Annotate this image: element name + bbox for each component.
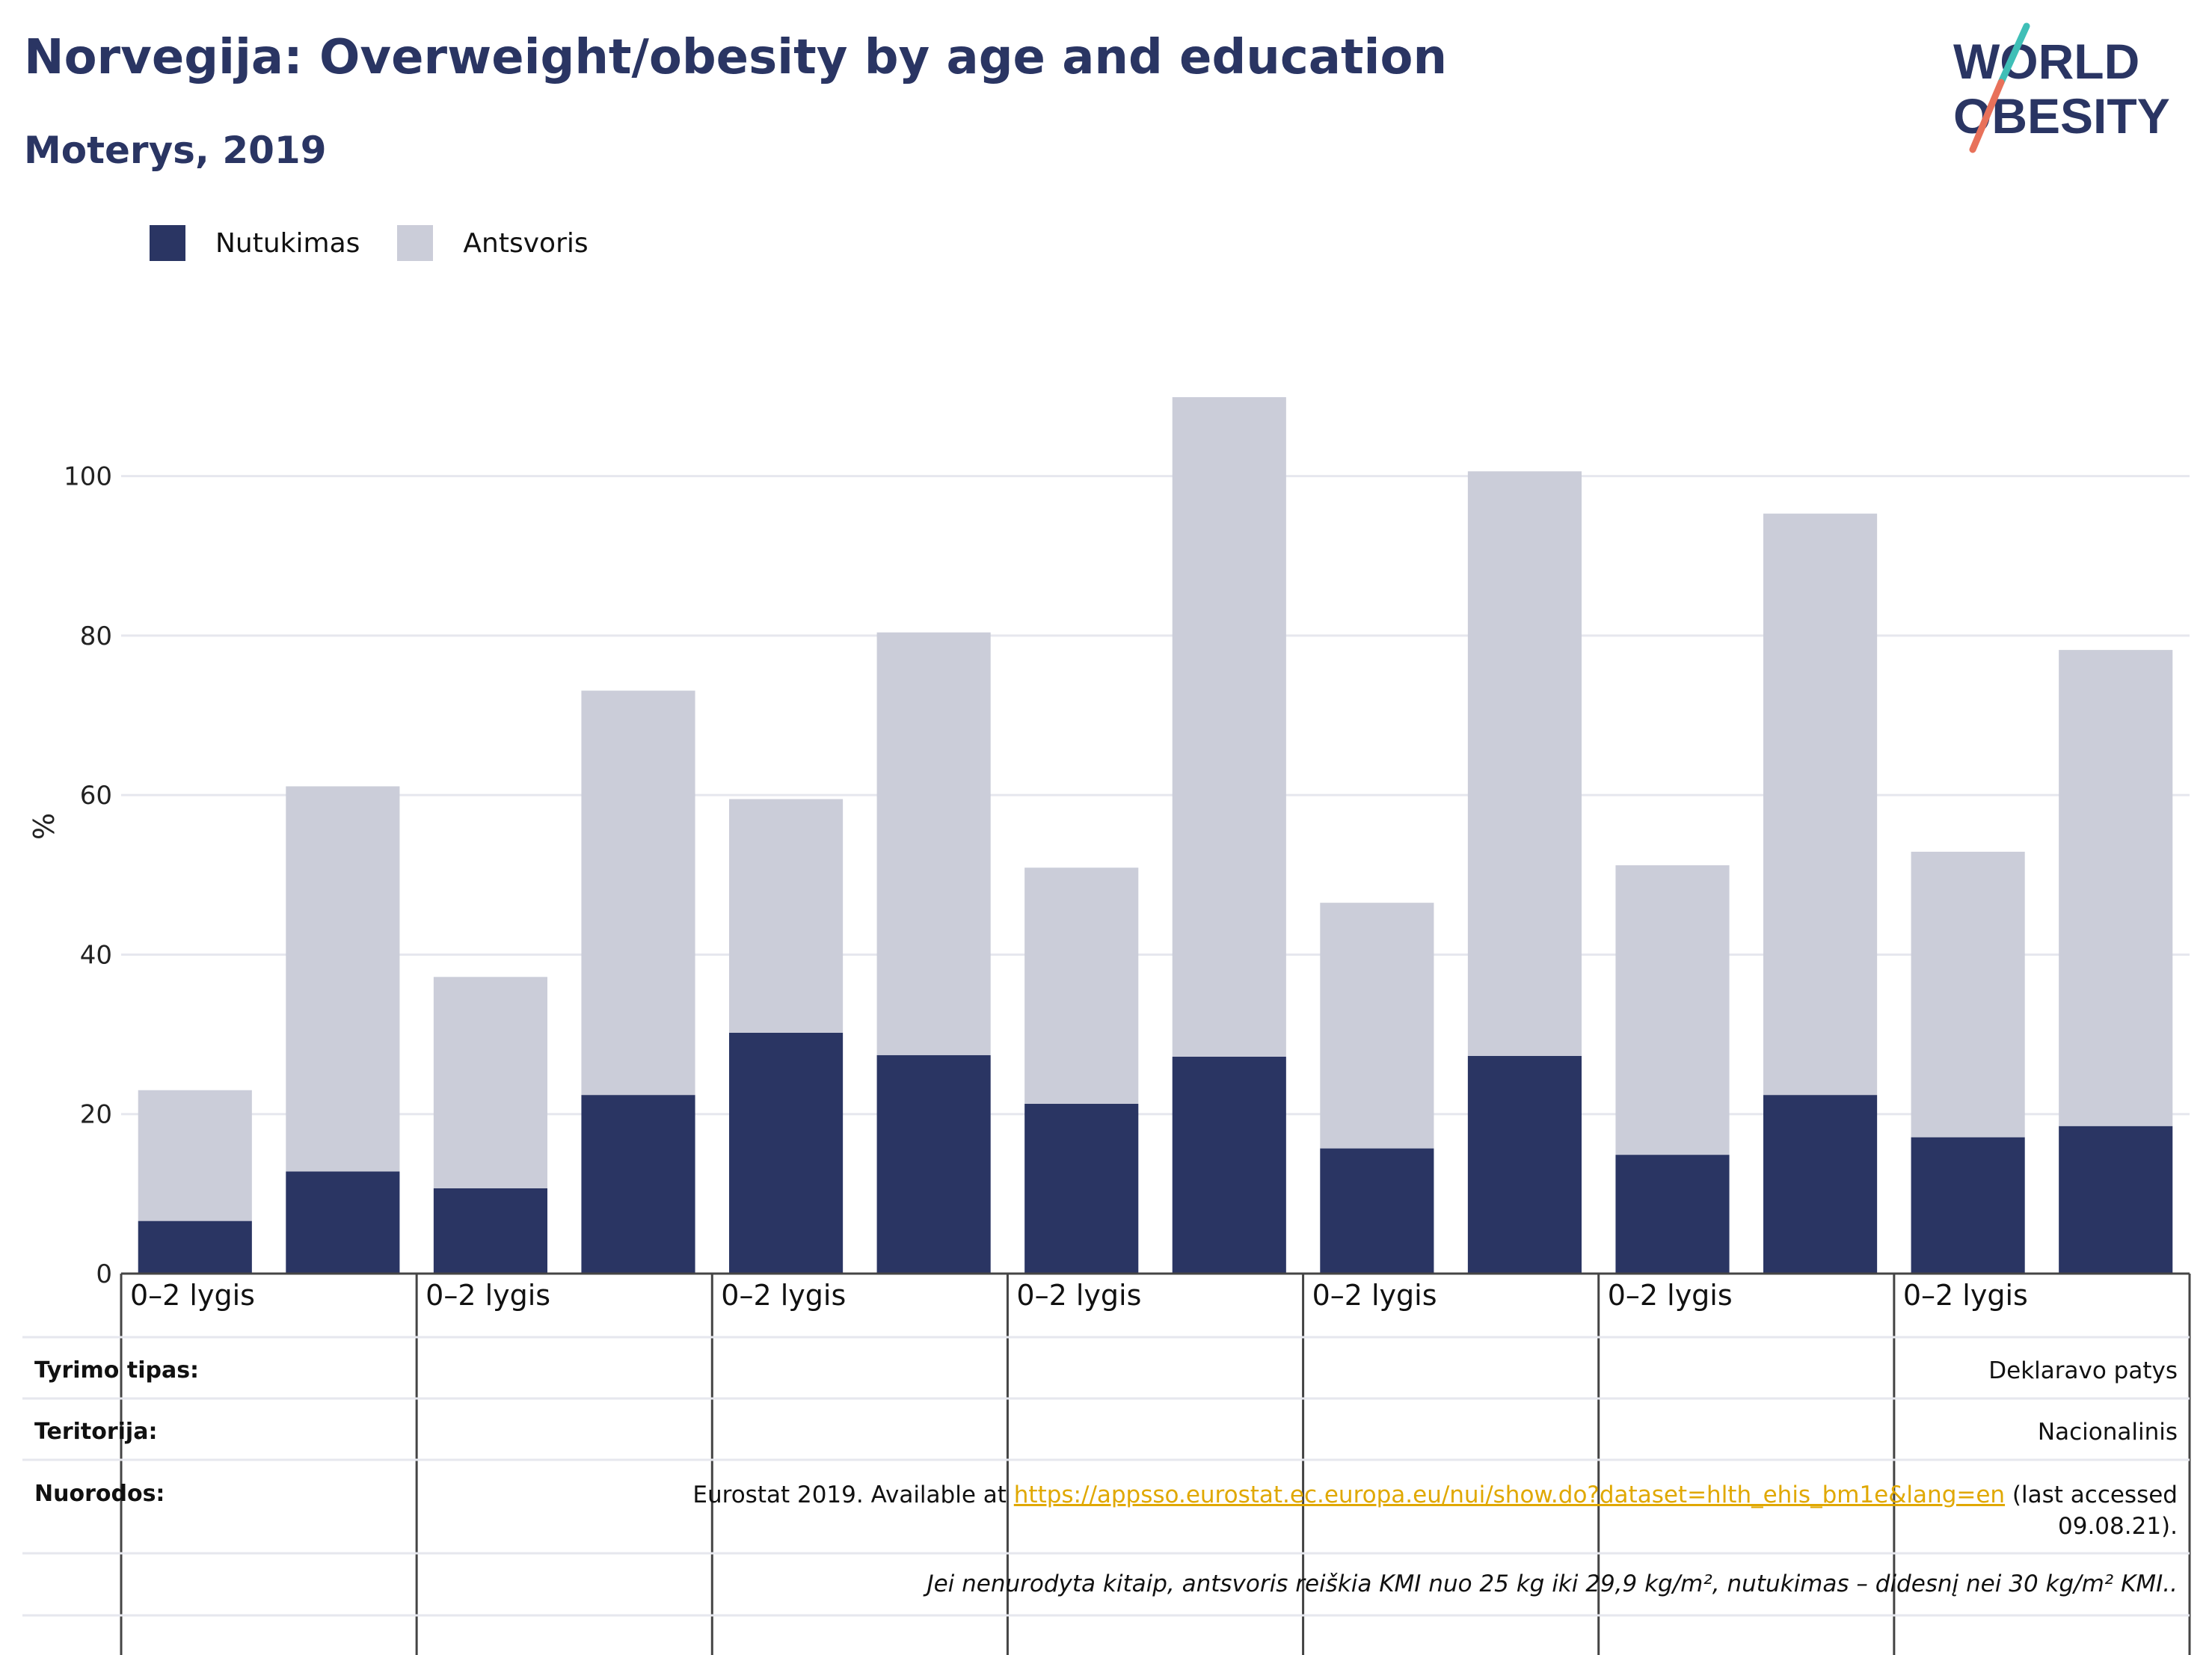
world-obesity-logo: WORLD OBESITY	[1953, 22, 2170, 153]
bar-antsvoris	[1172, 397, 1286, 1057]
references-value: Eurostat 2019. Available at https://apps…	[692, 1479, 2178, 1542]
x-tick-label: 0–2 lygis	[130, 1279, 255, 1312]
bar-nutukimas	[138, 1220, 252, 1274]
bar-antsvoris	[2059, 650, 2173, 1126]
x-tick-label: 0–2 lygis	[1016, 1279, 1141, 1312]
references-label: Nuorodos:	[34, 1481, 165, 1507]
bar-nutukimas	[286, 1171, 400, 1274]
bar-nutukimas	[1763, 1095, 1878, 1274]
y-tick-label: 40	[80, 940, 112, 970]
chart-title: Norvegija: Overweight/obesity by age and…	[24, 30, 1447, 85]
survey-type-value: Deklaravo patys	[1988, 1357, 2178, 1384]
y-axis-label: %	[28, 813, 61, 840]
y-tick-label: 80	[80, 621, 112, 651]
references-date: 09.08.21).	[2058, 1513, 2178, 1540]
legend-item-antsvoris: Antsvoris	[397, 225, 589, 261]
x-tick-label: 0–2 lygis	[425, 1279, 550, 1312]
y-tick-label: 0	[96, 1259, 112, 1289]
x-tick-label: 0–2 lygis	[1608, 1279, 1733, 1312]
references-prefix: Eurostat 2019. Available at	[692, 1481, 1014, 1508]
survey-type-label: Tyrimo tipas:	[34, 1357, 200, 1384]
references-link[interactable]: https://appsso.eurostat.ec.europa.eu/nui…	[1013, 1481, 2006, 1508]
legend-label-nutukimas: Nutukimas	[215, 227, 360, 259]
bar-antsvoris	[1615, 865, 1730, 1155]
bar-antsvoris	[1320, 903, 1434, 1149]
bar-nutukimas	[1911, 1137, 2025, 1274]
bar-antsvoris	[876, 632, 991, 1055]
y-tick-label: 20	[80, 1100, 112, 1130]
bar-nutukimas	[1172, 1056, 1286, 1274]
y-tick-label: 60	[80, 781, 112, 811]
bar-antsvoris	[581, 690, 695, 1096]
bar-antsvoris	[286, 786, 400, 1172]
bar-antsvoris	[1911, 851, 2025, 1137]
legend-label-antsvoris: Antsvoris	[463, 227, 589, 259]
legend-swatch-antsvoris	[397, 225, 434, 261]
bar-nutukimas	[433, 1188, 547, 1274]
x-tick-label: 0–2 lygis	[721, 1279, 846, 1312]
bar-antsvoris	[1024, 868, 1139, 1104]
bar-nutukimas	[1615, 1155, 1730, 1274]
bar-nutukimas	[1467, 1055, 1582, 1274]
x-tick-label: 0–2 lygis	[1903, 1279, 2028, 1312]
bar-antsvoris	[729, 799, 844, 1033]
bar-antsvoris	[138, 1090, 252, 1221]
bar-nutukimas	[2059, 1126, 2173, 1274]
bar-antsvoris	[1467, 471, 1582, 1056]
bar-nutukimas	[1024, 1103, 1139, 1274]
bar-nutukimas	[581, 1095, 695, 1274]
territory-label: Teritorija:	[34, 1419, 158, 1445]
legend-item-nutukimas: Nutukimas	[150, 225, 360, 261]
bar-nutukimas	[729, 1032, 844, 1274]
bar-antsvoris	[433, 977, 547, 1188]
bar-nutukimas	[1320, 1148, 1434, 1274]
bar-nutukimas	[876, 1054, 991, 1274]
y-tick-label: 100	[64, 462, 112, 492]
legend-swatch-nutukimas	[150, 225, 185, 261]
chart-subtitle: Moterys, 2019	[24, 129, 327, 172]
x-tick-label: 0–2 lygis	[1312, 1279, 1437, 1312]
bar-antsvoris	[1763, 513, 1878, 1096]
territory-value: Nacionalinis	[2037, 1419, 2178, 1446]
legend: Nutukimas Antsvoris	[150, 221, 626, 265]
logo-line1: WORLD	[1953, 34, 2139, 89]
definition-note: Jei nenurodyta kitaip, antsvoris reiškia…	[927, 1570, 2178, 1597]
references-suffix: (last accessed	[2005, 1481, 2178, 1508]
